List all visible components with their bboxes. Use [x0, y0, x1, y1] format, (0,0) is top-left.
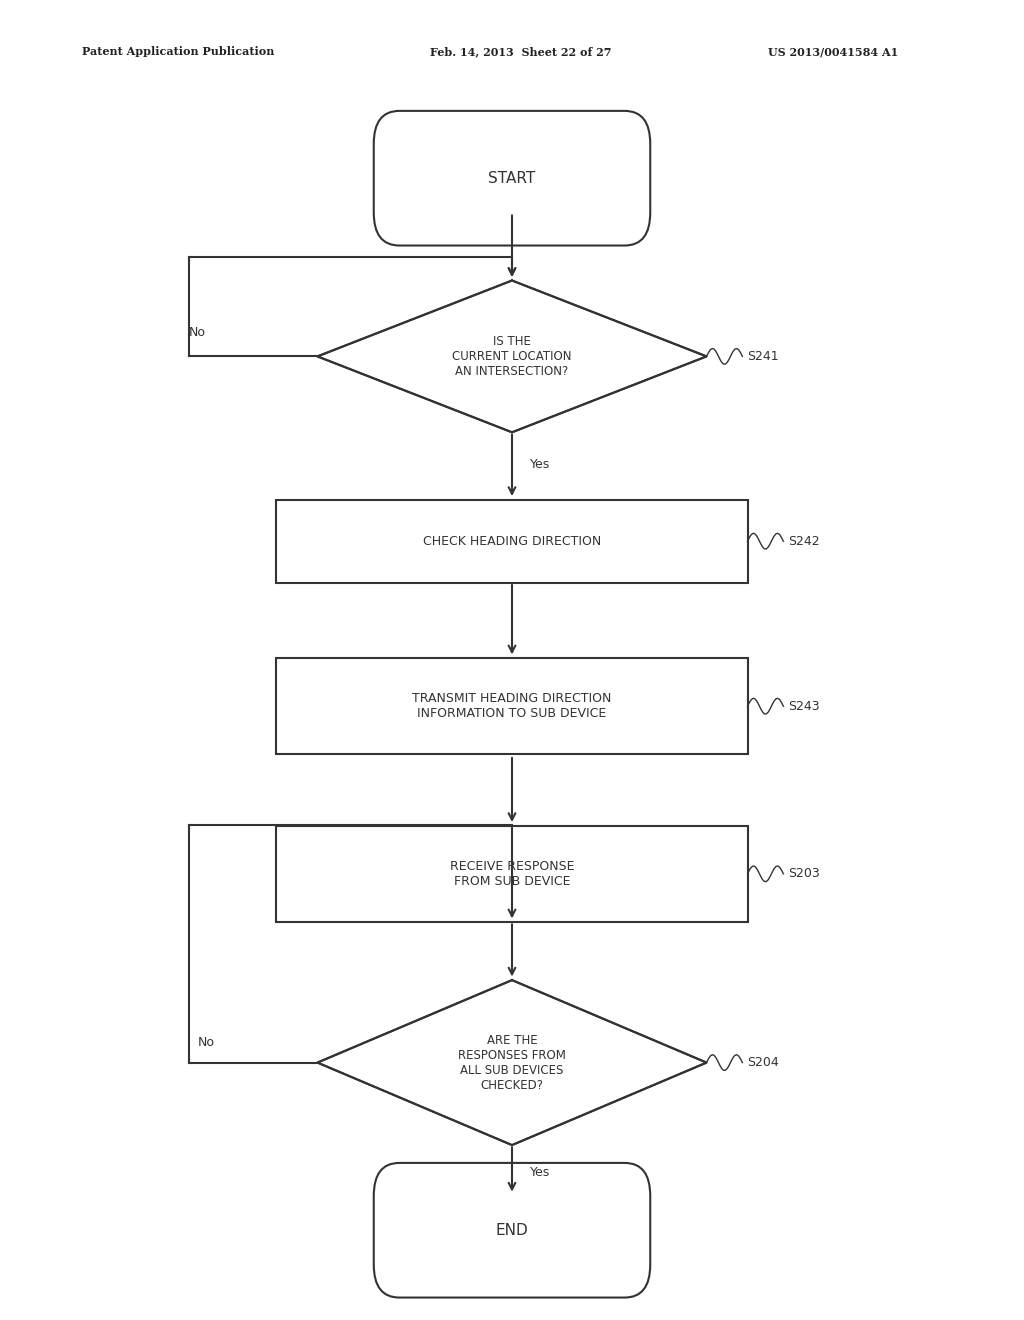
FancyBboxPatch shape	[374, 111, 650, 246]
Text: Yes: Yes	[530, 458, 551, 471]
Text: Patent Application Publication: Patent Application Publication	[82, 46, 274, 57]
Text: ARE THE
RESPONSES FROM
ALL SUB DEVICES
CHECKED?: ARE THE RESPONSES FROM ALL SUB DEVICES C…	[458, 1034, 566, 1092]
Bar	[276, 500, 748, 583]
Text: TRANSMIT HEADING DIRECTION
INFORMATION TO SUB DEVICE: TRANSMIT HEADING DIRECTION INFORMATION T…	[413, 692, 611, 721]
Text: START: START	[488, 170, 536, 186]
FancyBboxPatch shape	[374, 1163, 650, 1298]
Polygon shape	[317, 979, 707, 1144]
Text: RECEIVE RESPONSE
FROM SUB DEVICE: RECEIVE RESPONSE FROM SUB DEVICE	[450, 859, 574, 888]
Text: S203: S203	[788, 867, 820, 880]
Text: END: END	[496, 1222, 528, 1238]
Text: No: No	[198, 1036, 215, 1049]
Text: No: No	[189, 326, 206, 339]
Text: S243: S243	[788, 700, 820, 713]
Text: CHECK HEADING DIRECTION: CHECK HEADING DIRECTION	[423, 535, 601, 548]
Bar	[276, 657, 748, 754]
Text: US 2013/0041584 A1: US 2013/0041584 A1	[768, 46, 898, 57]
Text: FIG. 18: FIG. 18	[465, 112, 559, 135]
Text: S204: S204	[748, 1056, 779, 1069]
Text: IS THE
CURRENT LOCATION
AN INTERSECTION?: IS THE CURRENT LOCATION AN INTERSECTION?	[453, 335, 571, 378]
Text: S242: S242	[788, 535, 820, 548]
Bar	[276, 826, 748, 921]
Polygon shape	[317, 281, 707, 433]
Text: S241: S241	[748, 350, 779, 363]
Text: Yes: Yes	[530, 1166, 551, 1179]
Text: Feb. 14, 2013  Sheet 22 of 27: Feb. 14, 2013 Sheet 22 of 27	[430, 46, 611, 57]
